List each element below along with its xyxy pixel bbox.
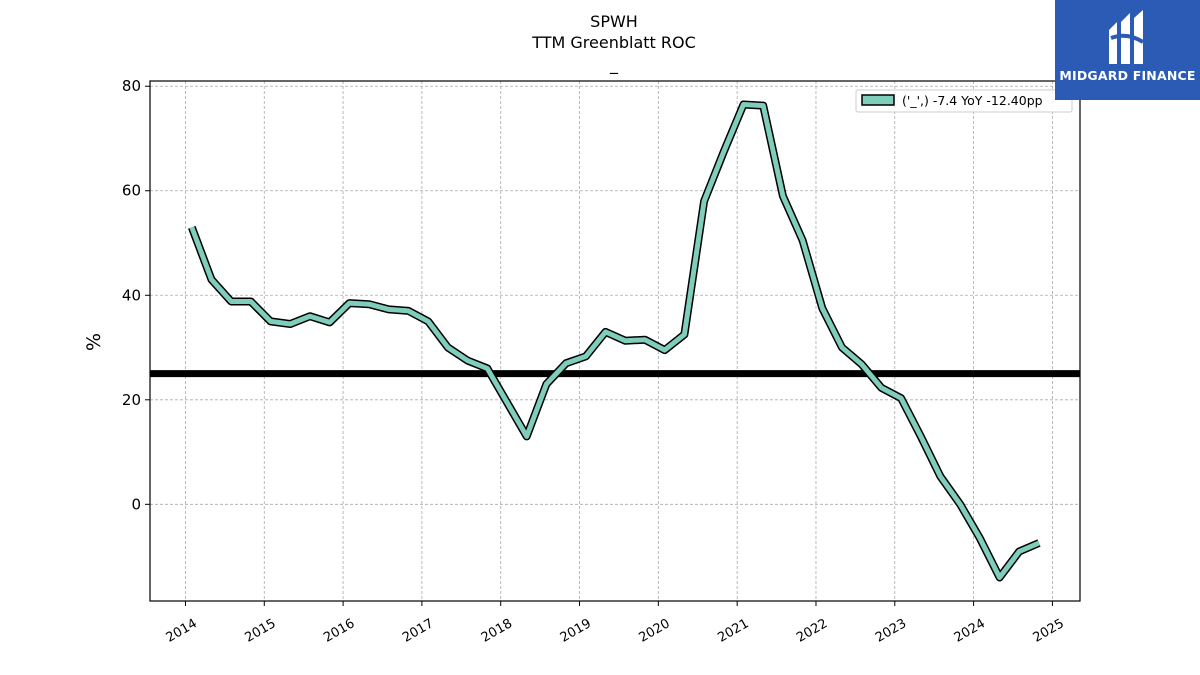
logo-mark-icon bbox=[1109, 10, 1145, 64]
y-tick-label: 60 bbox=[122, 182, 141, 200]
legend-swatch bbox=[861, 94, 895, 106]
y-tick-label: 40 bbox=[122, 286, 141, 304]
x-tick-label: 2018 bbox=[479, 616, 515, 646]
y-axis: 0 20 40 60 80 bbox=[122, 77, 150, 513]
y-axis-label: % bbox=[83, 333, 105, 351]
chart-subtitle-secondary: _ bbox=[609, 55, 619, 75]
legend: ('_',) -7.4 YoY -12.40pp bbox=[855, 89, 1073, 113]
x-tick-label: 2014 bbox=[164, 616, 200, 646]
series-line-outline bbox=[188, 100, 1041, 582]
x-tick-label: 2024 bbox=[952, 616, 988, 646]
x-tick-label: 2020 bbox=[637, 616, 673, 646]
chart-title: SPWH bbox=[590, 12, 638, 31]
series-line bbox=[189, 102, 1040, 580]
legend-label: ('_',) -7.4 YoY -12.40pp bbox=[902, 93, 1043, 108]
x-tick-label: 2019 bbox=[558, 616, 594, 646]
legend-box bbox=[855, 89, 1073, 113]
logo-text: MIDGARD FINANCE bbox=[1059, 68, 1196, 83]
logo: MIDGARD FINANCE bbox=[1055, 0, 1200, 100]
y-tick-label: 20 bbox=[122, 391, 141, 409]
plot-frame bbox=[149, 80, 1081, 602]
x-tick-label: 2017 bbox=[400, 616, 436, 646]
x-tick-label: 2016 bbox=[321, 616, 357, 646]
chart-subtitle: TTM Greenblatt ROC bbox=[531, 33, 696, 52]
x-axis: 2014 2015 2016 2017 2018 2019 2020 2021 2022 2023… bbox=[164, 601, 1067, 646]
x-tick-label: 2023 bbox=[873, 616, 909, 646]
grid bbox=[150, 81, 1080, 601]
x-tick-label: 2025 bbox=[1031, 616, 1067, 646]
x-tick-label: 2021 bbox=[715, 616, 751, 646]
y-tick-label: 80 bbox=[122, 77, 141, 95]
x-tick-label: 2015 bbox=[242, 616, 278, 646]
y-tick-label: 0 bbox=[131, 495, 141, 513]
x-tick-label: 2022 bbox=[794, 616, 830, 646]
series-group bbox=[188, 100, 1041, 582]
